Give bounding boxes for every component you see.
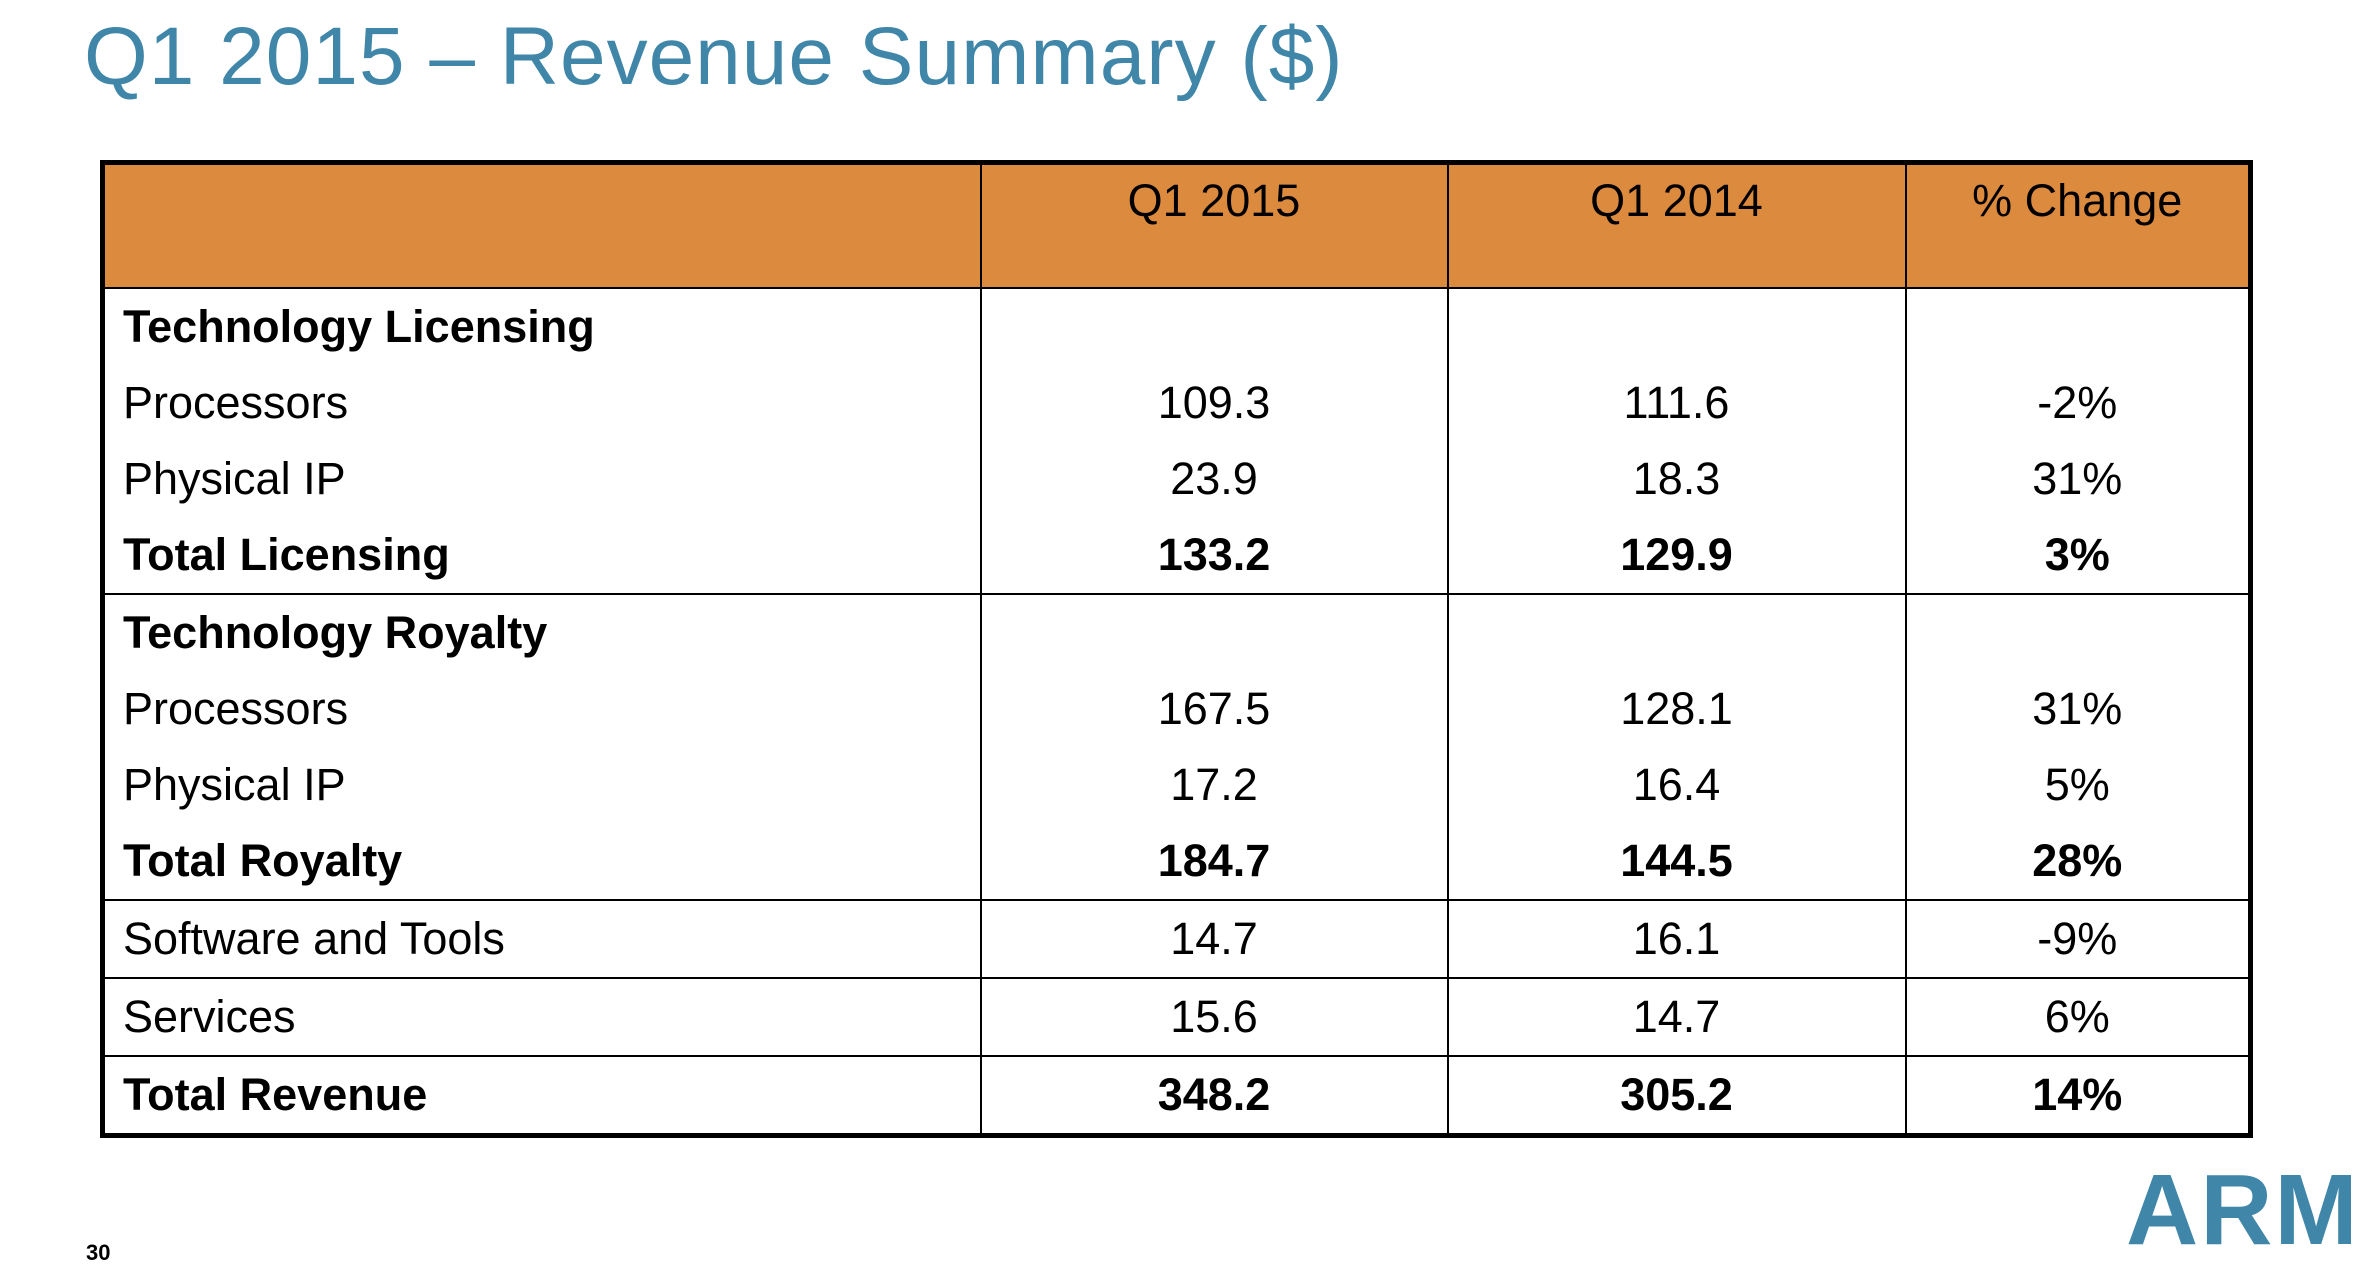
cell-q1-2015: 23.9	[979, 441, 1449, 517]
row-label: Processors	[101, 365, 982, 441]
row-label: Services	[101, 978, 982, 1057]
cell-change: -9%	[1904, 900, 2252, 979]
total-row-licensing: Total Licensing 133.2 129.9 3%	[101, 517, 2252, 595]
row-label: Total Royalty	[101, 823, 982, 901]
cell-q1-2014: 18.3	[1446, 441, 1907, 517]
header-label	[101, 162, 982, 289]
cell-q1-2015: 109.3	[979, 365, 1449, 441]
cell-change: 5%	[1904, 747, 2252, 823]
cell-q1-2015: 348.2	[979, 1056, 1449, 1136]
table-header-row: Q1 2015 Q1 2014 % Change	[101, 162, 2252, 289]
table-row: Processors 109.3 111.6 -2%	[101, 365, 2252, 441]
arm-logo: ARM	[2126, 1154, 2360, 1266]
row-label: Physical IP	[101, 441, 982, 517]
cell-change: 3%	[1904, 517, 2252, 595]
cell-q1-2015: 167.5	[979, 671, 1449, 747]
row-label: Total Licensing	[101, 517, 982, 595]
cell-change: 28%	[1904, 823, 2252, 901]
revenue-table: Q1 2015 Q1 2014 % Change Technology Lice…	[100, 160, 2253, 1138]
cell-q1-2015	[979, 594, 1449, 671]
page-number: 30	[86, 1240, 111, 1265]
cell-q1-2014: 14.7	[1446, 978, 1907, 1057]
row-label: Processors	[101, 671, 982, 747]
cell-change	[1904, 288, 2252, 365]
table-row: Processors 167.5 128.1 31%	[101, 671, 2252, 747]
cell-q1-2015: 133.2	[979, 517, 1449, 595]
total-row-revenue: Total Revenue 348.2 305.2 14%	[101, 1056, 2252, 1136]
header-q1-2014: Q1 2014	[1446, 162, 1907, 289]
table-row: Services 15.6 14.7 6%	[101, 978, 2252, 1057]
cell-q1-2015: 14.7	[979, 900, 1449, 979]
cell-q1-2014	[1446, 594, 1907, 671]
cell-q1-2015	[979, 288, 1449, 365]
cell-q1-2015: 17.2	[979, 747, 1449, 823]
cell-q1-2014: 144.5	[1446, 823, 1907, 901]
cell-q1-2015: 15.6	[979, 978, 1449, 1057]
cell-q1-2014: 129.9	[1446, 517, 1907, 595]
cell-q1-2015: 184.7	[979, 823, 1449, 901]
cell-q1-2014	[1446, 288, 1907, 365]
cell-q1-2014: 16.4	[1446, 747, 1907, 823]
cell-q1-2014: 16.1	[1446, 900, 1907, 979]
table-row: Physical IP 17.2 16.4 5%	[101, 747, 2252, 823]
section-row-licensing: Technology Licensing	[101, 288, 2252, 365]
cell-change: 6%	[1904, 978, 2252, 1057]
cell-q1-2014: 111.6	[1446, 365, 1907, 441]
cell-q1-2014: 305.2	[1446, 1056, 1907, 1136]
row-label: Technology Royalty	[101, 594, 982, 671]
page-title: Q1 2015 – Revenue Summary ($)	[84, 11, 1344, 102]
cell-change: 31%	[1904, 441, 2252, 517]
cell-change: 14%	[1904, 1056, 2252, 1136]
row-label: Software and Tools	[101, 900, 982, 979]
cell-change: 31%	[1904, 671, 2252, 747]
row-label: Total Revenue	[101, 1056, 982, 1136]
section-row-royalty: Technology Royalty	[101, 594, 2252, 671]
total-row-royalty: Total Royalty 184.7 144.5 28%	[101, 823, 2252, 901]
row-label: Technology Licensing	[101, 288, 982, 365]
table-row: Physical IP 23.9 18.3 31%	[101, 441, 2252, 517]
header-q1-2015: Q1 2015	[979, 162, 1449, 289]
row-label: Physical IP	[101, 747, 982, 823]
cell-q1-2014: 128.1	[1446, 671, 1907, 747]
cell-change: -2%	[1904, 365, 2252, 441]
table-row: Software and Tools 14.7 16.1 -9%	[101, 900, 2252, 979]
header-change: % Change	[1904, 162, 2252, 289]
cell-change	[1904, 594, 2252, 671]
